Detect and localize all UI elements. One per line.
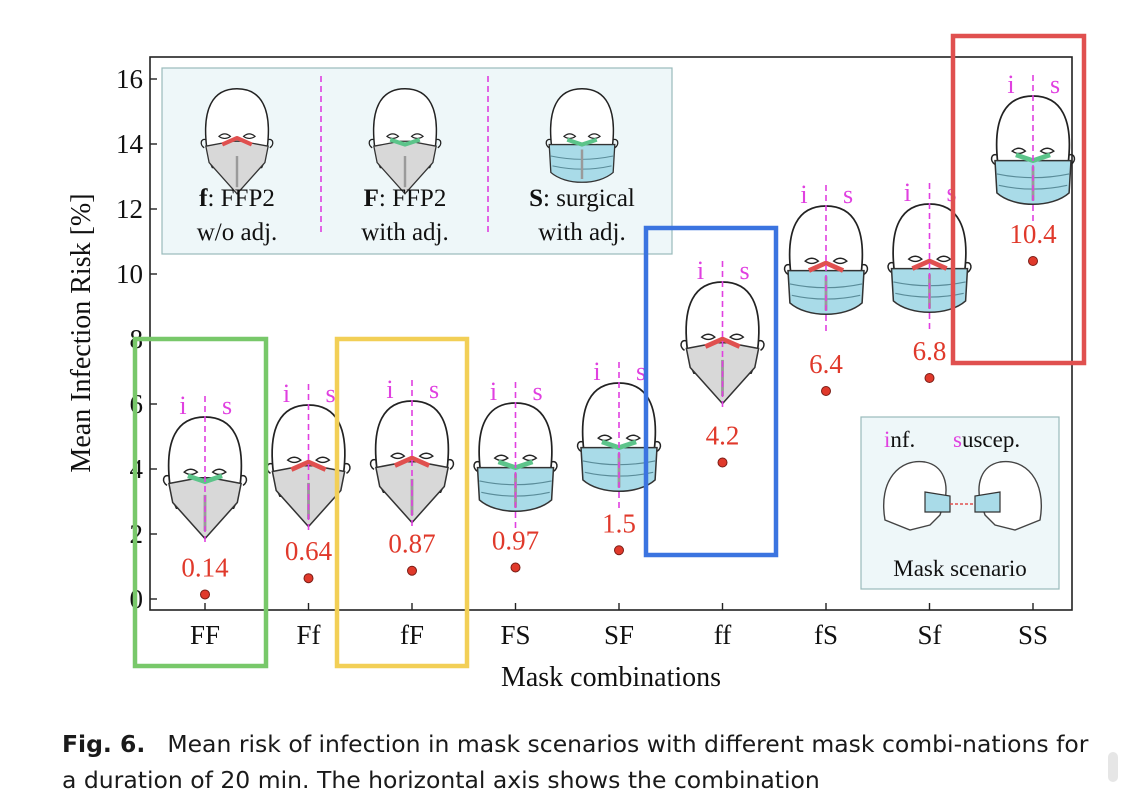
data-point (821, 386, 831, 396)
x-tick-label: fF (400, 620, 424, 650)
scrollbar-thumb[interactable] (1108, 752, 1118, 782)
mask-scenario-inset: inf. suscep. Mask scenario (860, 416, 1060, 590)
susceptible-label: s (429, 375, 439, 404)
highlight-box (643, 225, 779, 558)
infected-label: i (904, 178, 911, 207)
legend-entry-subtitle: with adj. (538, 219, 626, 246)
mask-head-icon (200, 88, 274, 195)
caption-label: Fig. 6. (62, 730, 146, 758)
legend-entry-title: f: FFP2 (199, 185, 275, 212)
x-tick-label: Sf (917, 620, 941, 650)
highlight-box (334, 336, 470, 669)
infected-label: i (179, 391, 186, 420)
inset-infected-label: inf. (884, 427, 915, 452)
x-axis-title: Mask combinations (501, 662, 721, 693)
data-point (510, 562, 521, 573)
mask-type-legend: f: FFP2 w/o adj. F: FFP2 with adj. S: surgic… (161, 67, 673, 255)
y-axis-title: Mean Infection Risk [%] (66, 193, 97, 472)
mask-head-icon (576, 382, 662, 493)
y-tick-label: 10 (116, 259, 143, 289)
x-tick-label: ff (714, 620, 732, 650)
mask-head-icon (368, 88, 442, 195)
inset-title: Mask scenario (893, 556, 1027, 581)
data-label: 1.5 (602, 508, 636, 538)
data-label: 4.2 (706, 421, 740, 451)
legend-entry-title: F: FFP2 (364, 185, 447, 212)
infected-label: i (800, 180, 807, 209)
legend-entry-subtitle: w/o adj. (197, 219, 278, 246)
x-tick-label: fS (814, 620, 838, 650)
data-point (407, 565, 417, 576)
mask-head-icon (473, 402, 558, 513)
infected-label: i (1007, 70, 1014, 99)
susceptible-label: s (532, 377, 542, 406)
figure-caption: Fig. 6. Mean risk of infection in mask sc… (62, 726, 1102, 798)
data-label: 0.14 (181, 552, 229, 582)
y-tick-label: 16 (116, 64, 143, 94)
data-label: 6.8 (913, 336, 947, 366)
legend-entry-title: S: surgical (529, 185, 635, 212)
data-label: 6.4 (809, 349, 843, 379)
infected-label: i (697, 256, 704, 285)
x-tick-label: SS (1018, 620, 1048, 650)
x-tick-label: Ff (296, 620, 320, 650)
data-label: 10.4 (1009, 219, 1057, 249)
y-tick-label: 12 (116, 194, 143, 224)
inset-susceptible-label: suscep. (953, 427, 1020, 452)
data-point (717, 457, 728, 468)
data-point (1028, 256, 1038, 266)
mask-head-icon (545, 88, 619, 183)
data-label: 0.97 (492, 525, 539, 555)
infected-label: i (386, 375, 393, 404)
highlight-boxes (132, 33, 1087, 669)
mask-head-icon (887, 203, 972, 314)
legend-entry-subtitle: with adj. (361, 219, 449, 246)
x-tick-label: SF (604, 620, 634, 650)
data-point (614, 545, 624, 556)
susceptible-label: s (843, 180, 853, 209)
data-point (924, 373, 935, 383)
mask-illustrations: i s i s i s i si si si s i si s (162, 70, 1076, 544)
susceptible-label: s (1050, 70, 1060, 99)
caption-text: Mean risk of infection in mask scenarios… (62, 730, 1089, 794)
infected-label: i (593, 357, 600, 386)
susceptible-label: s (325, 379, 335, 408)
plot-frame (149, 56, 1073, 611)
highlight-box (950, 33, 1087, 366)
data-label: 0.64 (285, 536, 333, 566)
data-point (200, 589, 210, 600)
susceptible-label: s (636, 357, 646, 386)
susceptible-label: s (222, 391, 232, 420)
x-tick-label: FF (190, 620, 220, 650)
infected-label: i (283, 379, 290, 408)
data-points: 0.14 0.64 0.87 0.97 1.5 4.2 6.4 6.8 10.4 (181, 219, 1057, 600)
data-label: 0.87 (388, 529, 435, 559)
x-tick-label: FS (500, 620, 530, 650)
highlight-box (132, 336, 269, 669)
data-point (303, 573, 314, 584)
susceptible-label: s (739, 256, 749, 285)
mask-head-icon (990, 95, 1076, 206)
infected-label: i (490, 377, 497, 406)
y-tick-label: 14 (116, 129, 144, 159)
x-axis: FF Ff fF FS SF ff fS Sf SS (190, 603, 1048, 650)
